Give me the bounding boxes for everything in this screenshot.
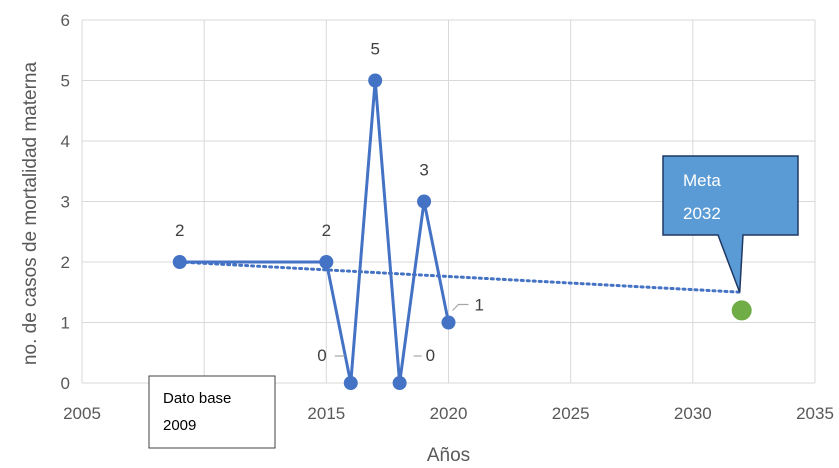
meta-callout: Meta 2032 — [662, 155, 799, 293]
data-label-leader — [452, 303, 469, 311]
data-label: 3 — [419, 161, 428, 180]
data-label: 0 — [426, 346, 435, 365]
base-box-line2: 2009 — [163, 417, 196, 434]
data-point — [417, 194, 432, 209]
base-box-line1: Dato base — [163, 390, 231, 407]
y-tick-label: 4 — [61, 132, 70, 151]
data-label: 1 — [475, 296, 484, 315]
y-axis-label: no. de casos de mortalidad materna — [20, 62, 41, 366]
x-tick-label: 2015 — [307, 404, 345, 423]
data-label: 2 — [175, 221, 184, 240]
data-point — [343, 376, 358, 390]
data-point — [172, 255, 187, 269]
x-tick-label: 2025 — [552, 404, 590, 423]
data-label: 0 — [317, 346, 326, 365]
data-label: 2 — [322, 221, 331, 240]
y-tick-label: 6 — [61, 11, 70, 30]
base-box: Dato base 2009 — [148, 375, 276, 449]
goal-point — [730, 299, 753, 322]
x-tick-label: 2020 — [430, 404, 468, 423]
y-tick-label: 2 — [61, 253, 70, 272]
data-label: 5 — [370, 40, 379, 59]
data-point — [392, 376, 407, 390]
y-tick-label: 5 — [61, 72, 70, 91]
x-tick-label: 2035 — [796, 404, 834, 423]
x-tick-label: 2030 — [674, 404, 712, 423]
trend-line — [178, 260, 744, 294]
x-tick-label: 2005 — [63, 404, 101, 423]
base-box-frame — [148, 375, 276, 449]
data-point — [319, 255, 334, 269]
plot-marks: 2 2 0 5 0 3 1 — [172, 40, 753, 390]
meta-callout-shape — [662, 155, 799, 293]
data-point — [441, 315, 456, 330]
x-axis-label: Años — [427, 445, 470, 466]
meta-callout-line2: 2032 — [683, 204, 721, 223]
y-tick-label: 0 — [61, 374, 70, 393]
meta-callout-line1: Meta — [683, 171, 721, 190]
y-tick-label: 1 — [61, 314, 70, 333]
y-tick-label: 3 — [61, 193, 70, 212]
data-point — [368, 73, 383, 88]
